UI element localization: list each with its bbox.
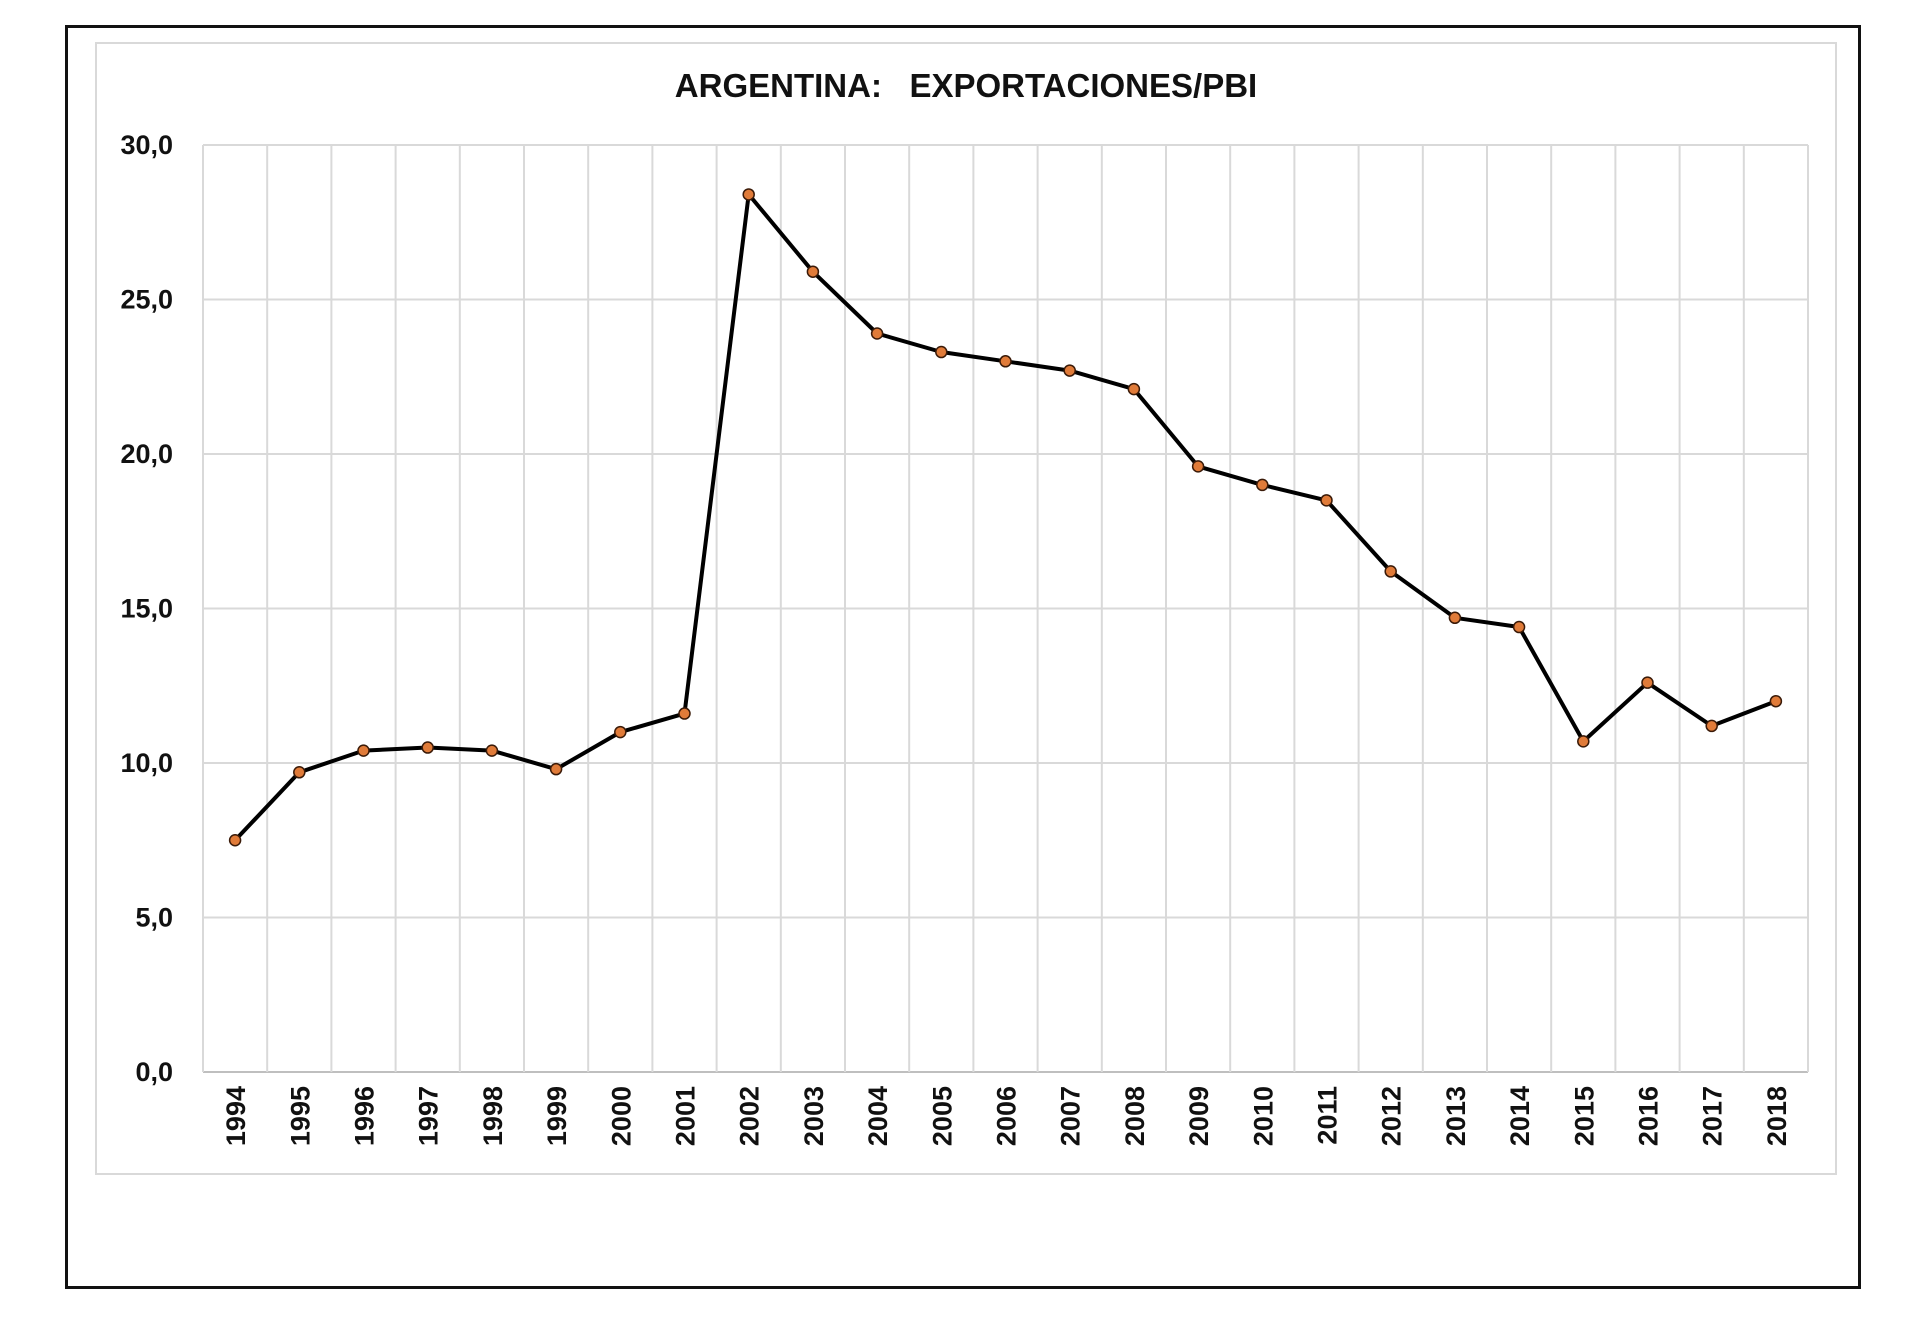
data-point — [1769, 694, 1783, 708]
y-tick-label: 5,0 — [135, 903, 173, 933]
series-group — [228, 188, 1783, 847]
data-point — [1641, 676, 1654, 689]
x-tick-label: 2001 — [671, 1086, 701, 1146]
data-point — [1512, 620, 1526, 634]
data-point — [1384, 565, 1397, 578]
data-point — [293, 766, 306, 779]
x-tick-label: 2009 — [1184, 1086, 1214, 1146]
data-point — [228, 834, 242, 847]
x-tick-label: 2011 — [1313, 1086, 1343, 1145]
data-point — [999, 355, 1012, 368]
data-point — [1063, 364, 1076, 377]
y-tick-label: 20,0 — [120, 439, 173, 469]
y-tick-label: 25,0 — [120, 285, 173, 315]
y-tick-label: 30,0 — [120, 130, 173, 160]
chart-title: ARGENTINA: EXPORTACIONES/PBI — [675, 67, 1257, 104]
data-point — [1191, 460, 1205, 473]
x-tick-label: 2006 — [992, 1086, 1022, 1146]
data-point — [1256, 478, 1269, 492]
data-point — [357, 744, 370, 757]
x-tick-label: 2010 — [1248, 1086, 1278, 1146]
x-tick-label: 2015 — [1569, 1086, 1599, 1146]
x-tick-label: 2008 — [1120, 1086, 1150, 1146]
x-tick-label: 2014 — [1505, 1086, 1535, 1146]
y-tick-label: 15,0 — [120, 594, 173, 624]
data-point — [1320, 494, 1333, 507]
x-tick-label: 2005 — [927, 1086, 957, 1146]
x-tick-label: 2012 — [1377, 1086, 1407, 1146]
x-tick-label: 2004 — [863, 1086, 893, 1146]
data-point — [485, 744, 499, 757]
grid-lines — [202, 144, 1809, 1073]
x-tick-label: 2017 — [1698, 1086, 1728, 1146]
x-tick-label: 2016 — [1634, 1086, 1664, 1146]
y-axis-ticks: 0,0 5,0 10,0 15,0 20,0 25,0 30,0 — [120, 130, 173, 1087]
data-point — [742, 188, 755, 201]
series-line — [233, 192, 1777, 842]
data-point — [614, 725, 627, 739]
x-axis-ticks: 1994 1995 1996 1997 1998 1999 2000 2001 2002 2003… — [221, 1086, 1792, 1146]
data-point — [1705, 719, 1718, 733]
data-point — [549, 762, 563, 776]
y-tick-label: 10,0 — [120, 748, 173, 778]
x-tick-label: 2000 — [606, 1086, 636, 1146]
x-tick-label: 1997 — [414, 1086, 444, 1146]
x-tick-label: 2018 — [1762, 1086, 1792, 1146]
data-point — [421, 741, 434, 754]
x-tick-label: 2007 — [1056, 1086, 1086, 1146]
data-point — [935, 345, 948, 359]
x-tick-label: 2002 — [735, 1086, 765, 1146]
y-tick-label: 0,0 — [135, 1057, 173, 1087]
data-point — [678, 707, 691, 720]
x-tick-label: 1996 — [350, 1086, 380, 1146]
x-tick-label: 1999 — [542, 1086, 572, 1146]
x-tick-label: 1994 — [221, 1086, 251, 1146]
x-tick-label: 2003 — [799, 1086, 829, 1146]
x-tick-label: 1995 — [285, 1086, 315, 1146]
data-point — [806, 265, 820, 278]
data-point — [870, 327, 884, 340]
x-tick-label: 1998 — [478, 1086, 508, 1146]
data-point — [1577, 735, 1590, 748]
data-point — [1448, 611, 1462, 625]
x-tick-label: 2013 — [1441, 1086, 1471, 1146]
data-point — [1127, 382, 1141, 396]
